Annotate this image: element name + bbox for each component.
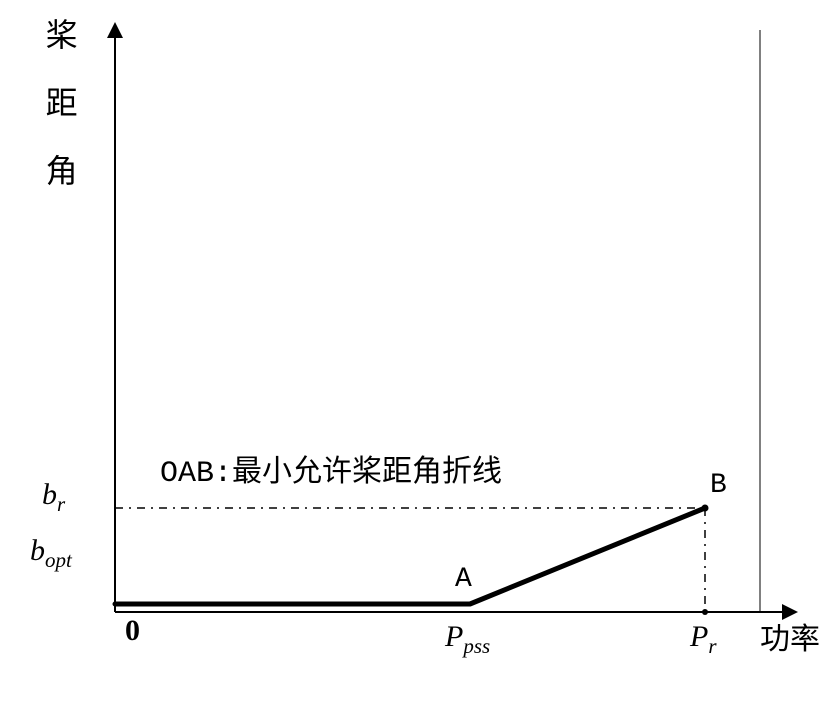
y-tick-b-r: br xyxy=(42,478,65,517)
origin-label: 0 xyxy=(125,614,140,648)
x-axis-title: 功率 xyxy=(760,614,820,658)
chart-caption: OAB:最小允许桨距角折线 xyxy=(160,446,502,491)
point-label-b: B xyxy=(710,470,727,501)
x-tick-p-pss: Ppss xyxy=(445,620,490,659)
chart-canvas: 桨 距 角 br bopt 0 Ppss Pr 功率 OAB:最小允许桨距角折线… xyxy=(0,0,834,709)
x-tick-p-r: Pr xyxy=(690,620,717,659)
y-tick-b-opt: bopt xyxy=(30,534,72,573)
chart-svg xyxy=(0,0,834,709)
point-label-a: A xyxy=(455,564,472,595)
y-axis-title: 桨 距 角 xyxy=(42,18,76,186)
